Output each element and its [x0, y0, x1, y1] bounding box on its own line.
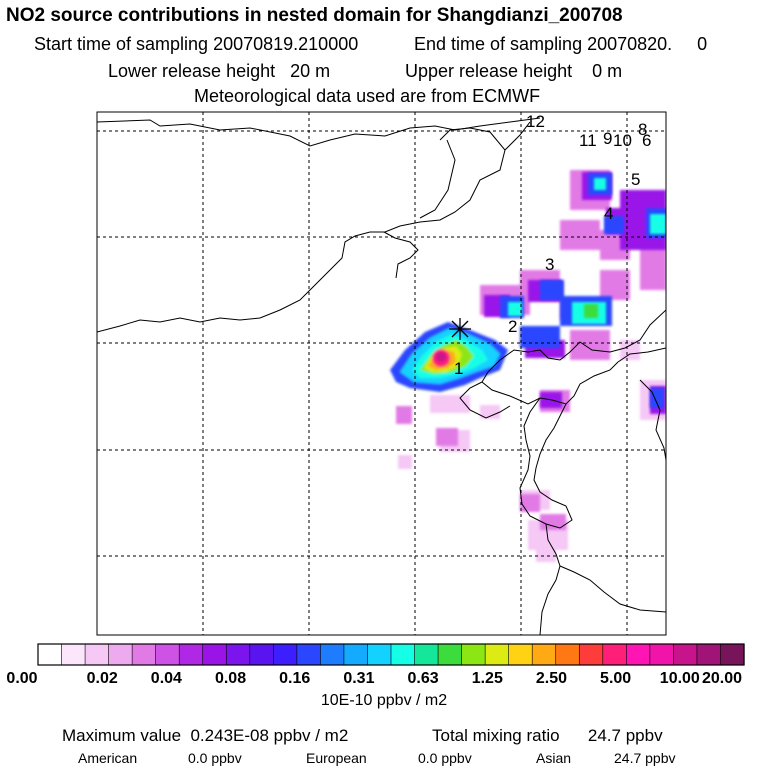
colorbar-cell	[108, 643, 133, 666]
colorbar-cell	[414, 643, 439, 666]
colorbar-cell	[673, 643, 698, 666]
colorbar-cell	[626, 643, 651, 666]
source-label-10: 10	[613, 131, 632, 150]
colorbar-tick-label: 0.00	[6, 670, 38, 687]
source-label-8: 8	[638, 120, 647, 139]
colorbar-cell	[84, 643, 110, 666]
colorbar-cell	[696, 643, 722, 666]
source-label-2: 2	[508, 317, 517, 336]
colorbar-cell	[437, 643, 463, 666]
lat-lon-grid	[97, 112, 666, 635]
colorbar-tick-label: 0.02	[86, 670, 118, 687]
colorbar-frame	[37, 643, 745, 666]
colorbar-cell	[202, 643, 227, 666]
source-label-6: 6	[642, 131, 651, 150]
colorbar-cell	[343, 643, 369, 666]
colorbar-cell	[484, 643, 510, 666]
colorbar-cell	[155, 643, 180, 666]
asian-label: Asian	[536, 750, 572, 766]
colorbar-cell	[131, 643, 157, 666]
colorbar-cell	[720, 643, 745, 666]
source-label-11: 11	[579, 131, 597, 150]
colorbar-cell	[273, 643, 298, 666]
source-label-3: 3	[545, 255, 554, 274]
colorbar-cell	[508, 643, 533, 666]
colorbar-cells	[37, 643, 745, 666]
contribution-field	[390, 170, 666, 562]
colorbar-cell	[320, 643, 345, 666]
map-frame	[96, 111, 667, 636]
met-data-label: Meteorological data used are from ECMWF	[194, 86, 541, 106]
upper-release-label: Upper release height 0 m	[405, 61, 623, 81]
european-label: European	[306, 750, 367, 766]
european-value: 0.0 ppbv	[418, 750, 472, 766]
colorbar-tick-label: 10.00	[659, 670, 700, 687]
end-time-label: End time of sampling 20070820. 0	[414, 34, 708, 54]
american-value: 0.0 ppbv	[188, 750, 242, 766]
colorbar-cell	[61, 643, 86, 666]
release-site-marker	[449, 318, 471, 340]
plot-title: NO2 source contributions in nested domai…	[6, 5, 623, 26]
colorbar-tick-label: 5.00	[600, 670, 632, 687]
source-label-5: 5	[631, 170, 640, 189]
colorbar-cell	[602, 643, 627, 666]
source-label-4: 4	[604, 204, 613, 223]
source-label-1: 1	[454, 359, 463, 378]
lower-release-label: Lower release height 20 m	[108, 61, 331, 81]
source-label-12: 12	[526, 112, 545, 131]
colorbar-cell	[649, 643, 674, 666]
colorbar-tick-label: 0.08	[214, 670, 247, 687]
colorbar-tick-label: 0.04	[150, 670, 182, 687]
colorbar-cell	[367, 643, 392, 666]
colorbar-tick-label: 20.00	[701, 670, 743, 687]
colorbar-tick-label: 0.63	[407, 670, 439, 687]
colorbar-cell	[390, 643, 416, 666]
colorbar-cell	[461, 643, 486, 666]
colorbar-tick-label: 1.25	[471, 670, 503, 687]
american-label: American	[78, 750, 138, 766]
source-label-9: 9	[603, 129, 612, 148]
colorbar-tick-label: 0.16	[279, 670, 311, 687]
coastlines	[97, 117, 666, 635]
colorbar-cell	[249, 643, 274, 666]
colorbar-tick-label: 0.31	[343, 670, 375, 687]
colorbar-cell	[555, 643, 580, 666]
asian-value: 24.7 ppbv	[614, 750, 676, 766]
total-mixing-ratio-label: Total mixing ratio 24.7 ppbv	[432, 726, 663, 745]
source-region-labels: 1 2 3 4 5 6 8 9 10 11 12	[454, 112, 651, 378]
colorbar-cell	[225, 643, 251, 666]
colorbar-cell	[37, 643, 63, 666]
colorbar-units: 10E-10 ppbv / m2	[320, 692, 448, 709]
colorbar-tick-label: 2.50	[535, 670, 568, 687]
colorbar-cell	[578, 643, 604, 666]
colorbar-cell	[531, 643, 557, 666]
start-time-label: Start time of sampling 20070819.210000	[34, 34, 359, 54]
colorbar-cell	[178, 643, 204, 666]
colorbar-cell	[296, 643, 321, 666]
maximum-value-label: Maximum value 0.243E-08 ppbv / m2	[62, 726, 349, 745]
